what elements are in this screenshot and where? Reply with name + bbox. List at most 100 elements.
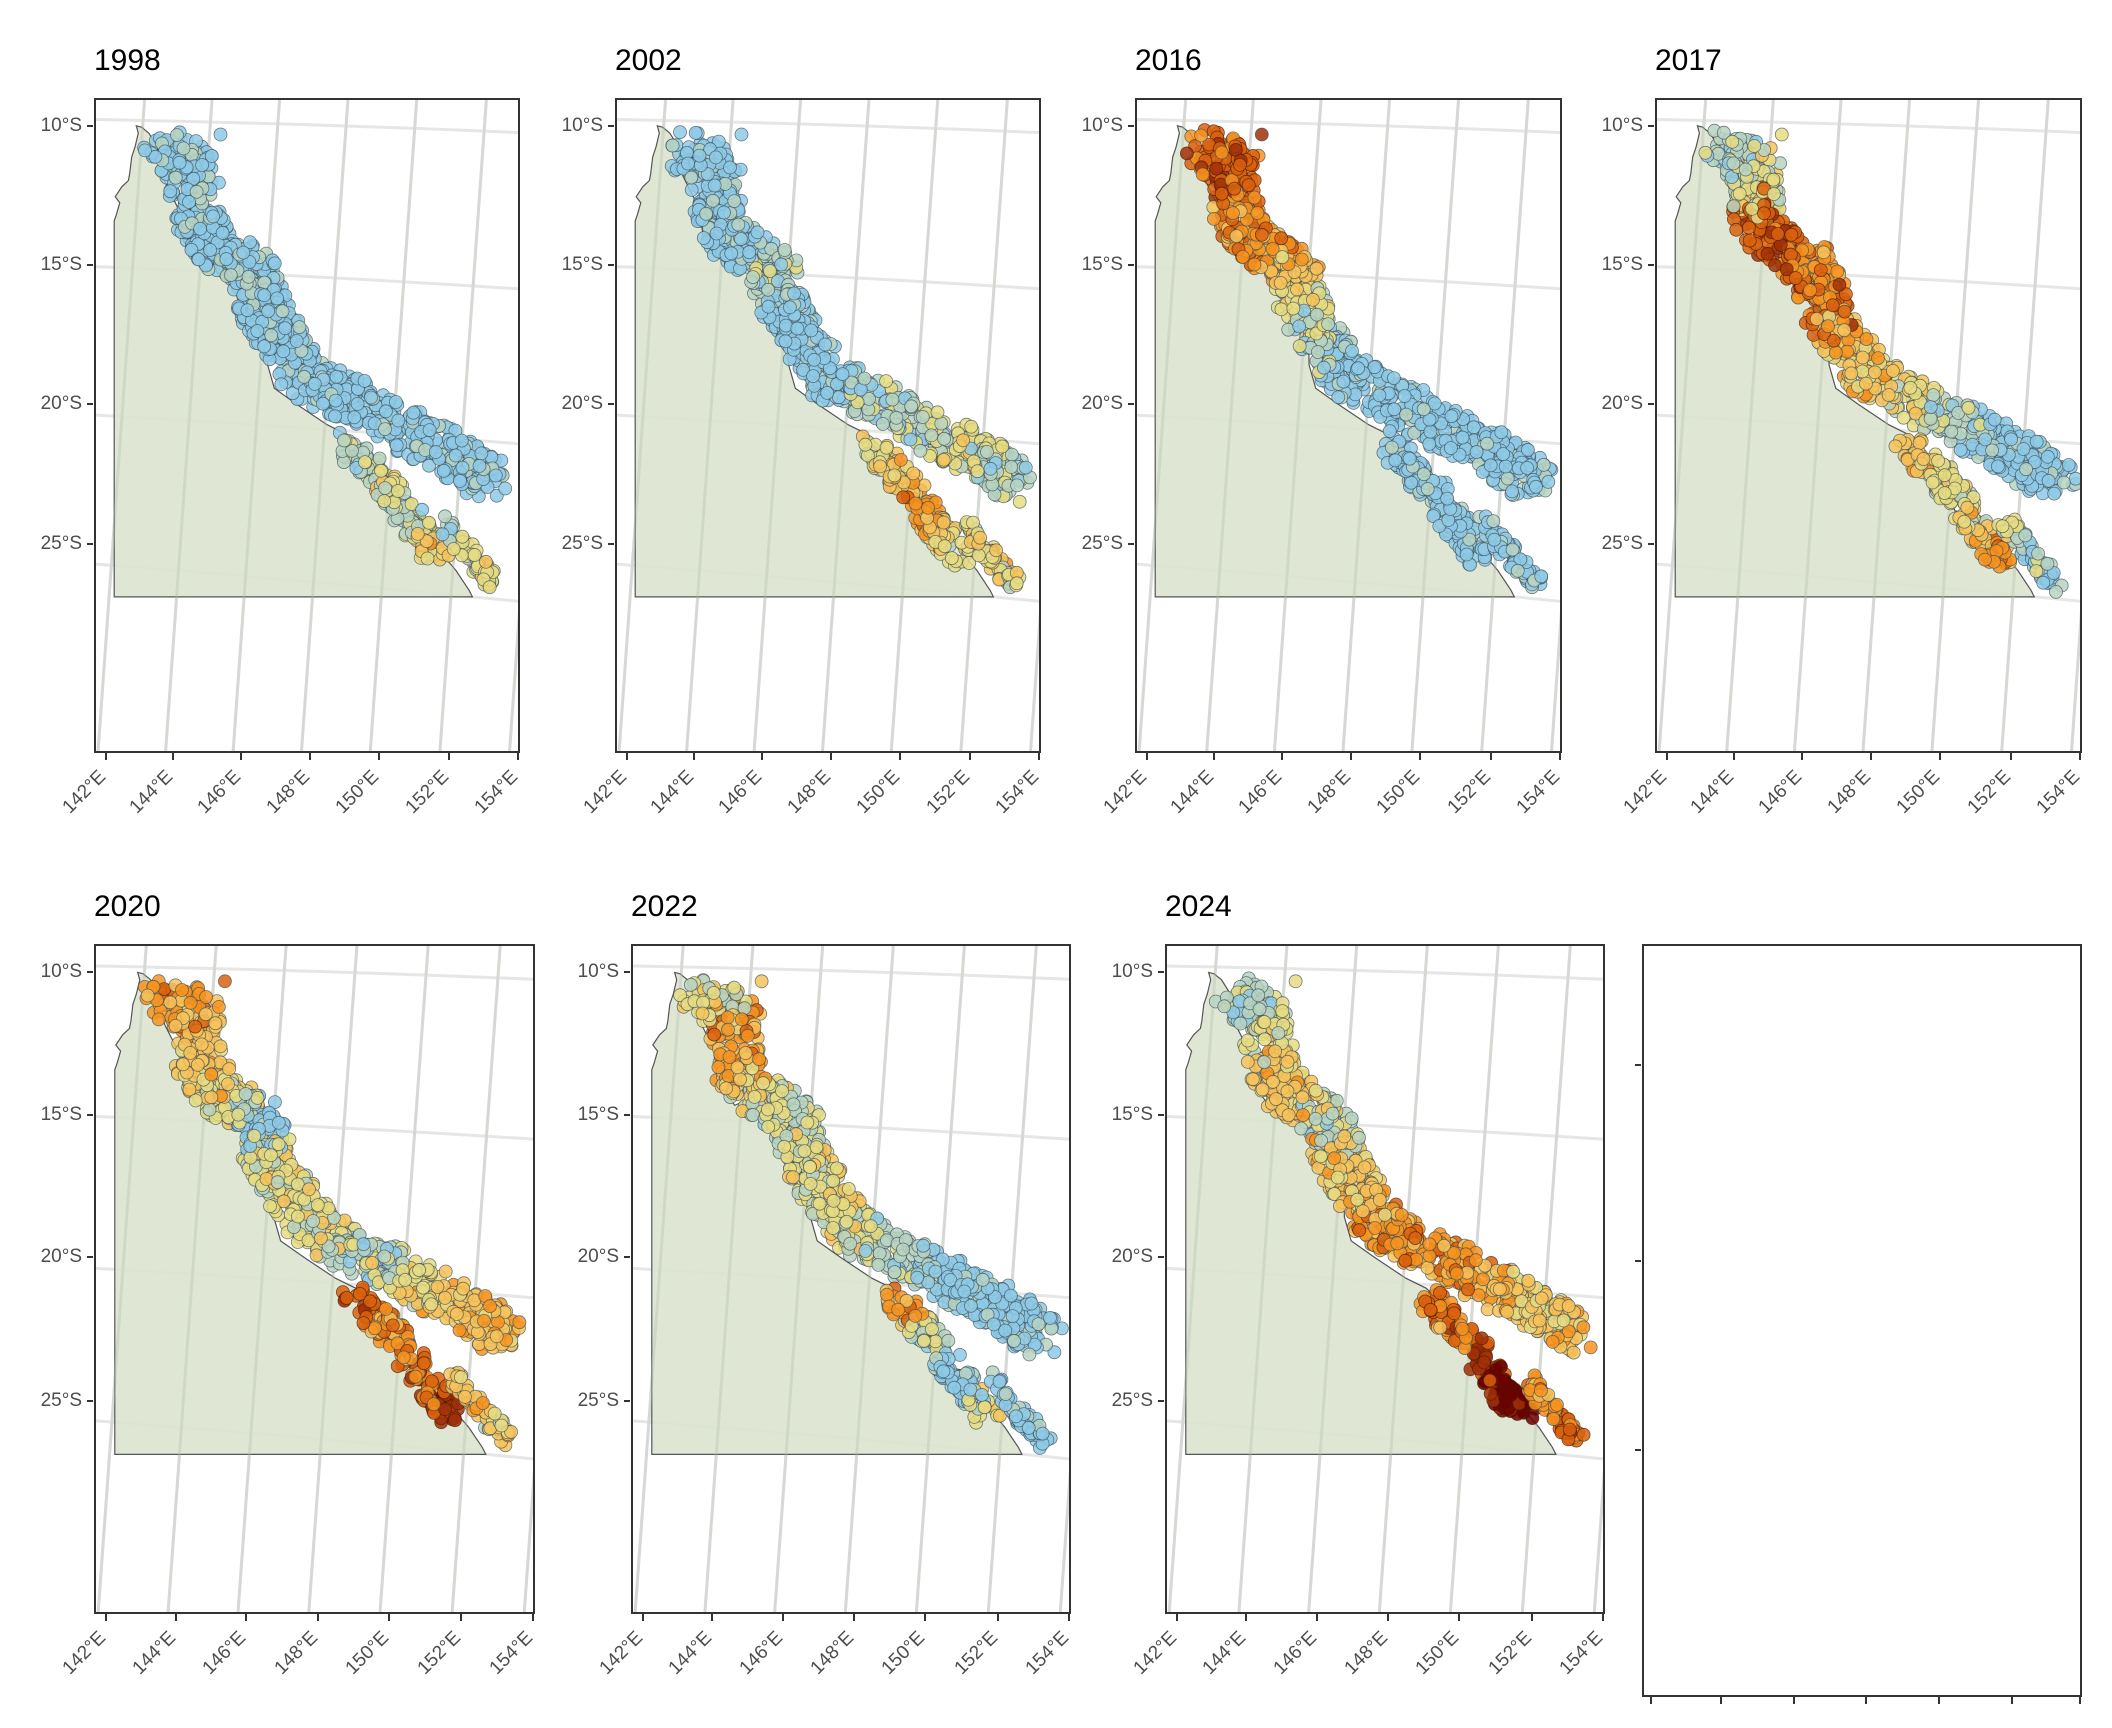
- reef-site-point: [1881, 388, 1896, 402]
- reef-site-point: [1292, 339, 1307, 354]
- reef-site-point: [989, 543, 1004, 558]
- meridian-gridline-overlay: [1657, 100, 1708, 751]
- map-canvas: [96, 946, 533, 1612]
- reef-site-point: [422, 458, 436, 473]
- y-tick-label: 25°S: [561, 533, 603, 555]
- meridian-gridline: [1480, 100, 1530, 751]
- x-tick-label: 148°E: [783, 766, 836, 818]
- reef-site-point: [389, 438, 404, 453]
- reef-site-point: [191, 252, 206, 267]
- reef-site-point: [995, 439, 1010, 454]
- reef-site-point: [774, 257, 789, 272]
- x-tick-label: 150°E: [331, 766, 383, 818]
- x-tick: [898, 753, 901, 760]
- reef-site-point: [436, 463, 451, 478]
- reef-site-point: [1480, 436, 1495, 451]
- meridian-gridline-overlay: [821, 100, 871, 751]
- reef-site-point: [2036, 575, 2051, 590]
- x-tick: [1801, 753, 1804, 760]
- reef-site-point: [215, 225, 230, 240]
- reef-site-point: [410, 526, 425, 541]
- reef-site-point: [930, 405, 945, 420]
- y-tick-label: 10°S: [1081, 114, 1123, 136]
- reef-site-point: [1832, 277, 1847, 292]
- y-tick: [1648, 403, 1654, 406]
- reef-site-point: [778, 318, 793, 333]
- reef-site-point: [1321, 317, 1336, 332]
- reef-site-point: [1274, 302, 1289, 317]
- x-tick: [2078, 753, 2081, 760]
- reef-site-point: [1247, 190, 1262, 205]
- reef-site-point: [1925, 475, 1940, 490]
- reef-site-point: [875, 417, 890, 431]
- reef-site-point: [1247, 257, 1262, 272]
- reef-site-point: [2040, 556, 2055, 571]
- x-tick-label: 142°E: [1099, 766, 1152, 818]
- y-tick-label: 25°S: [1601, 533, 1643, 555]
- reef-site-point: [241, 269, 256, 284]
- x-tick: [1870, 753, 1873, 760]
- reef-site-point: [193, 221, 207, 236]
- meridian-gridline-overlay: [1550, 611, 1560, 751]
- reef-site-point: [1726, 199, 1741, 214]
- reef-site-point: [1770, 227, 1785, 241]
- map-panel-2016: [1135, 98, 1562, 753]
- meridian-gridline: [2000, 100, 2050, 751]
- x-tick-label: 144°E: [1166, 766, 1219, 818]
- y-tick-label: 20°S: [1081, 393, 1123, 415]
- reef-site-point: [1275, 250, 1290, 265]
- reef-site-point: [806, 369, 821, 384]
- reef-site-point: [915, 410, 930, 424]
- meridian-gridline-overlay: [96, 100, 147, 751]
- reef-site-point: [1505, 484, 1520, 499]
- reef-site-point: [2016, 442, 2031, 456]
- reef-site-point: [1871, 351, 1885, 366]
- reef-site-point: [1520, 460, 1535, 475]
- x-tick: [1419, 753, 1422, 760]
- reef-site-point: [1274, 231, 1289, 246]
- reef-site-point: [297, 369, 312, 384]
- reef-site-point: [2061, 458, 2076, 472]
- reef-site-point: [707, 178, 722, 193]
- reef-site-point: [1384, 440, 1399, 455]
- x-tick-label: 152°E: [1443, 766, 1495, 818]
- x-tick: [1281, 753, 1284, 760]
- reef-site-point: [1961, 400, 1976, 415]
- reef-site-point: [1888, 439, 1903, 454]
- reef-site-point: [1738, 162, 1753, 177]
- meridian-gridline-overlay: [2070, 611, 2080, 751]
- map-panel-1998: [94, 98, 520, 753]
- reef-site-point: [1010, 478, 1025, 493]
- x-tick: [625, 753, 628, 760]
- reef-site-point: [1541, 474, 1556, 489]
- reef-site-point: [204, 149, 219, 163]
- reef-site-point: [1233, 158, 1247, 172]
- reef-site-point: [1825, 298, 1840, 313]
- reef-site-point: [921, 500, 936, 515]
- reef-site-point: [1286, 301, 1301, 316]
- reef-site-point: [709, 150, 723, 165]
- reef-site-point: [1840, 344, 1855, 359]
- reef-site-point: [474, 446, 489, 461]
- reef-site-point: [731, 217, 746, 232]
- y-tick-label: 15°S: [40, 254, 82, 276]
- reef-site-point: [328, 409, 342, 424]
- reef-site-point: [1331, 390, 1346, 405]
- y-tick: [1648, 543, 1654, 546]
- reef-site-point: [1254, 227, 1269, 242]
- reef-site-point: [345, 443, 359, 458]
- reef-site-point: [1534, 569, 1549, 584]
- reef-site-point: [971, 548, 986, 563]
- reef-site-point: [388, 395, 403, 409]
- reef-site-point: [831, 390, 846, 405]
- x-tick: [1212, 753, 1215, 760]
- reef-site-point: [2040, 449, 2055, 464]
- reef-site-point: [1747, 139, 1762, 153]
- reef-site-point: [337, 433, 351, 448]
- reef-site-point: [1372, 388, 1387, 403]
- reef-site-point: [887, 468, 902, 483]
- reef-site-point: [1498, 459, 1513, 474]
- reef-site-point: [885, 392, 900, 407]
- reef-site-point: [1995, 519, 2010, 534]
- reef-site-point: [358, 455, 372, 470]
